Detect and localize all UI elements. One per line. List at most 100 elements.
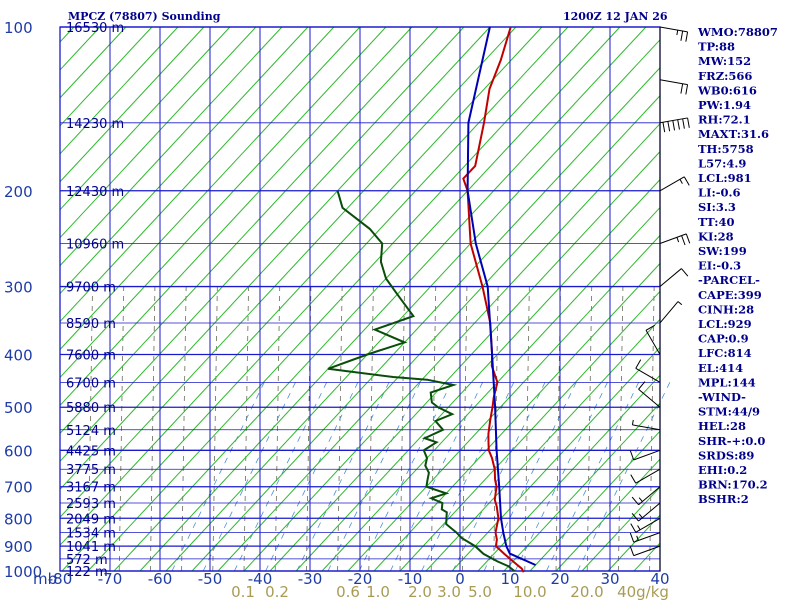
height-label: 3167 m — [66, 481, 116, 496]
moist-adiabat-line — [202, 382, 296, 572]
isotherm-line — [59, 26, 75, 43]
wind-profile — [629, 26, 691, 571]
index-value: SRDS:89 — [698, 448, 754, 462]
moist-adiabat-line — [234, 382, 328, 572]
dry-adiabat-line — [618, 286, 624, 572]
isotherm-line — [555, 458, 661, 572]
dry-adiabat-line — [337, 286, 343, 572]
dewpoint-line — [327, 190, 516, 572]
stability-indices: WMO:78807TP:88MW:152FRZ:566WB0:616PW:1.9… — [697, 25, 778, 506]
index-value: MW:152 — [698, 54, 751, 68]
isotherm-line — [529, 430, 661, 572]
pressure-tick-label: 400 — [4, 347, 33, 365]
wind-barb — [631, 486, 661, 506]
mixing-ratio-label: 3.0 — [437, 583, 461, 600]
height-label: 1534 m — [66, 527, 116, 542]
dry-adiabat-line — [212, 286, 218, 572]
wind-barb — [659, 117, 690, 133]
height-label: 7600 m — [66, 349, 116, 364]
dry-adiabat-line — [586, 286, 593, 572]
wind-barb — [629, 449, 661, 461]
mixing-ratio-label: 10.0 — [513, 583, 546, 600]
temperature-tick-label: 0 — [455, 570, 465, 588]
temperature-tick-label: -20 — [348, 570, 373, 588]
height-label: 4425 m — [66, 444, 116, 459]
mixing-ratio-label: 1.0 — [366, 583, 390, 600]
pressure-tick-label: 700 — [4, 479, 33, 497]
mixing-ratio-label: 0.1 — [231, 583, 255, 600]
index-value: -WIND- — [698, 390, 746, 404]
index-value: LI:-0.6 — [698, 186, 741, 200]
mixing-ratio-label: 0.6 — [336, 583, 360, 600]
mixing-ratio-labels: 0.1 0.2 0.6 1.0 2.0 3.0 5.0 10.0 20.0 40g/kg — [231, 583, 669, 600]
temperature-tick-label: 40 — [650, 570, 669, 588]
isotherm-line — [451, 347, 661, 572]
isotherm-line — [295, 179, 661, 572]
isotherm-line — [59, 26, 309, 294]
index-value: L57:4.9 — [698, 156, 746, 170]
height-label: 9700 m — [66, 281, 116, 296]
height-label: 8590 m — [66, 317, 116, 332]
wind-barb — [631, 502, 661, 522]
index-value: CINH:28 — [698, 302, 754, 316]
isotherm-line — [61, 26, 569, 572]
index-value: TH:5758 — [698, 142, 754, 156]
index-value: SW:199 — [698, 244, 747, 258]
index-value: EL:414 — [698, 361, 743, 375]
pressure-axis-label: mb — [33, 570, 57, 588]
wind-barb — [659, 301, 683, 324]
isotherm-line — [191, 67, 661, 572]
isotherm-line — [59, 26, 413, 406]
height-label: 16530 m — [66, 21, 124, 36]
wind-barb — [629, 545, 661, 557]
isotherm-line — [59, 26, 101, 71]
temperature-tick-label: -50 — [198, 570, 223, 588]
isotherm-line — [165, 39, 661, 572]
temperature-tick-label: -10 — [398, 570, 423, 588]
index-value: SI:3.3 — [698, 200, 736, 214]
pressure-tick-label: 1000 — [4, 563, 42, 581]
isotherm-line — [59, 26, 153, 127]
station-title: MPCZ (78807) Sounding — [68, 10, 221, 23]
wind-barb — [659, 26, 689, 42]
height-label: 2049 m — [66, 512, 116, 527]
dry-adiabat-line — [368, 286, 374, 572]
mixing-ratio-label: 40g/kg — [617, 583, 669, 600]
isotherm-line — [581, 486, 661, 572]
isotherm-line — [59, 26, 335, 322]
temperature-tick-label: -80 — [48, 570, 73, 588]
dry-adiabat-line — [462, 286, 468, 572]
height-label: 122 m — [66, 565, 108, 580]
isotherm-line — [217, 95, 661, 572]
height-label: 1041 m — [66, 540, 116, 555]
height-label: 572 m — [66, 553, 108, 568]
wind-barb — [645, 324, 661, 355]
index-value: STM:44/9 — [698, 405, 760, 419]
isotherm-line — [269, 151, 661, 572]
index-value: KI:28 — [698, 229, 734, 243]
index-value: BSHR:2 — [698, 492, 749, 506]
isotherm-line — [139, 26, 647, 572]
parcel-line — [466, 26, 537, 566]
isotherm-line — [113, 26, 621, 572]
isotherm-line — [321, 207, 661, 572]
index-value: MPL:144 — [698, 375, 756, 389]
temperature-tick-label: 30 — [600, 570, 619, 588]
height-labels: 16530 m 14230 m 12430 m 10960 m 9700 m 8590 m… — [66, 21, 124, 580]
index-value: EI:-0.3 — [698, 259, 741, 273]
dry-adiabat-line — [430, 286, 437, 572]
mixing-ratio-label: 0.2 — [265, 583, 289, 600]
index-value: LCL:929 — [698, 317, 752, 331]
dry-adiabat-line — [150, 286, 156, 572]
dry-adiabat-line — [524, 286, 530, 572]
height-label: 14230 m — [66, 117, 124, 132]
isotherm-line — [425, 319, 661, 572]
index-value: TT:40 — [698, 215, 735, 229]
mixing-ratio-label: 2.0 — [408, 583, 432, 600]
temperature-tick-label: -40 — [248, 570, 273, 588]
isotherm-line — [399, 291, 661, 572]
wind-barb — [635, 359, 661, 383]
pressure-tick-label: 300 — [4, 279, 33, 297]
isotherm-line — [87, 26, 595, 572]
wind-barb — [631, 419, 661, 431]
